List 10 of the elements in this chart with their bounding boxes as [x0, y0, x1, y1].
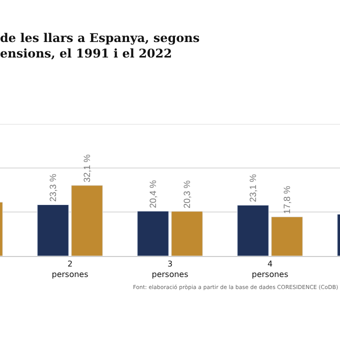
- x-tick-label: 2 persones: [52, 260, 88, 279]
- data-label: 23,3 %: [48, 174, 58, 202]
- x-tick-label: 3 persones: [152, 260, 188, 279]
- data-label: 20,4 %: [148, 180, 158, 208]
- data-label: 20,3 %: [182, 180, 192, 208]
- data-label: 23,1 %: [248, 174, 258, 202]
- chart-title: de les llars a Espanya, segons ensions, el 1991 i el 2022: [0, 31, 200, 61]
- x-tick-label: 4 persones: [252, 260, 288, 279]
- data-label: 32,1 %: [82, 154, 92, 182]
- data-label: 17,8 %: [282, 186, 292, 214]
